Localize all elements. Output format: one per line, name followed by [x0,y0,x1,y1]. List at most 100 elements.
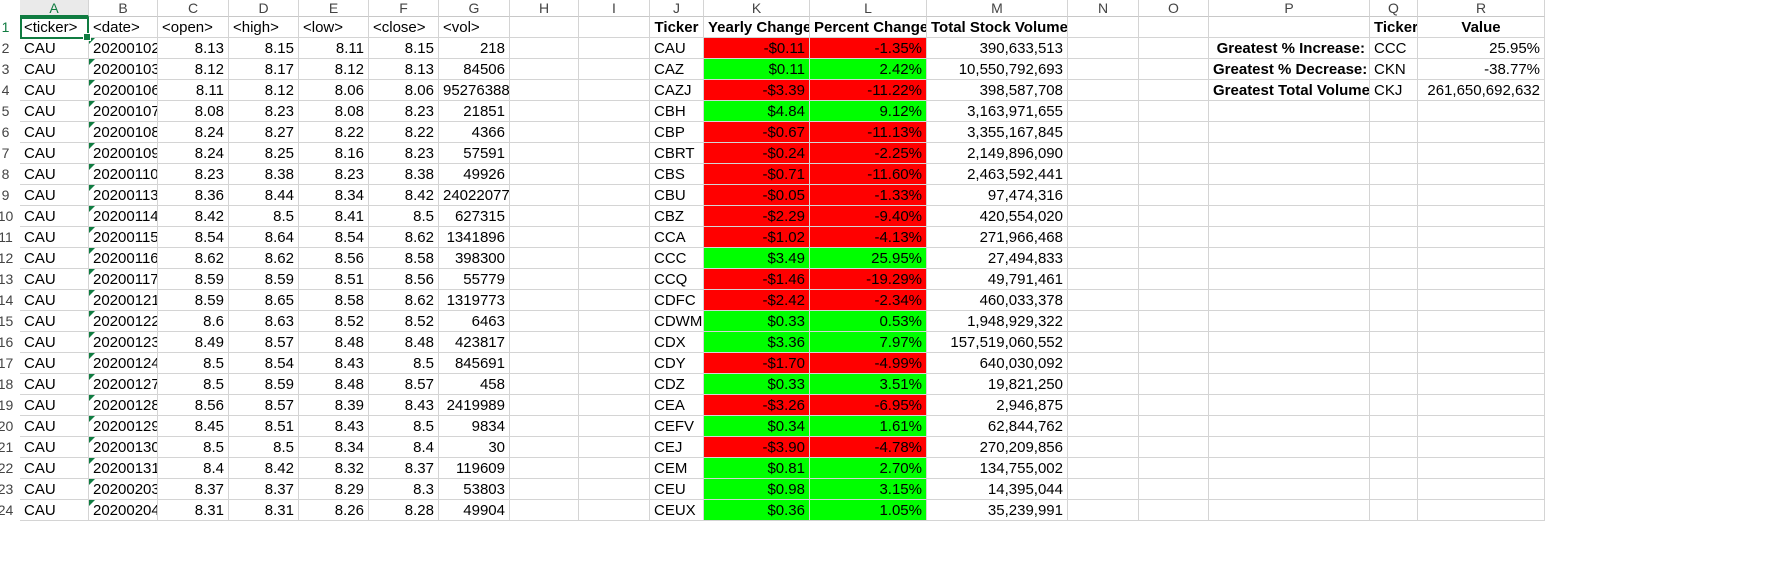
empty-cell[interactable] [579,185,650,206]
row-header-22[interactable]: 22 [0,460,14,476]
empty-cell[interactable] [1139,101,1209,122]
empty-cell[interactable] [1139,479,1209,500]
price-cell[interactable]: 8.29 [299,479,369,500]
summary-ticker-cell[interactable]: CAZ [650,59,704,80]
empty-cell[interactable] [1068,185,1139,206]
price-cell[interactable]: 8.3 [369,479,439,500]
price-cell[interactable]: 8.57 [229,332,299,353]
empty-cell[interactable] [510,206,579,227]
empty-cell[interactable] [1418,395,1545,416]
yearly-change-cell[interactable]: -$1.46 [704,269,810,290]
price-cell[interactable]: 8.51 [229,416,299,437]
price-cell[interactable]: 8.12 [158,59,229,80]
empty-cell[interactable] [1139,206,1209,227]
column-header-e[interactable]: E [299,0,369,17]
total-volume-cell[interactable]: 2,946,875 [927,395,1068,416]
empty-cell[interactable] [1068,80,1139,101]
price-cell[interactable]: 218 [439,38,510,59]
price-cell[interactable]: 8.59 [229,374,299,395]
percent-change-cell[interactable]: 9.12% [810,101,927,122]
row-header-6[interactable]: 6 [1,124,10,140]
empty-cell[interactable] [1139,80,1209,101]
percent-change-cell[interactable]: -1.33% [810,185,927,206]
yearly-change-cell[interactable]: -$3.26 [704,395,810,416]
empty-cell[interactable] [1139,395,1209,416]
price-cell[interactable]: 8.62 [158,248,229,269]
price-cell[interactable]: 8.48 [369,332,439,353]
yearly-change-cell[interactable]: -$0.67 [704,122,810,143]
total-volume-cell[interactable]: 3,355,167,845 [927,122,1068,143]
empty-cell[interactable] [510,269,579,290]
yearly-change-cell[interactable]: $0.36 [704,500,810,521]
ticker-cell[interactable]: CAU [20,395,89,416]
date-cell[interactable]: 20200108 [89,122,158,143]
price-cell[interactable]: 8.37 [158,479,229,500]
price-cell[interactable]: 8.52 [299,311,369,332]
total-volume-cell[interactable]: 62,844,762 [927,416,1068,437]
empty-cell[interactable] [510,59,579,80]
yearly-change-cell[interactable]: -$0.71 [704,164,810,185]
price-cell[interactable]: 8.37 [229,479,299,500]
price-cell[interactable]: 8.57 [369,374,439,395]
percent-change-cell[interactable]: 2.70% [810,458,927,479]
empty-cell[interactable] [1418,206,1545,227]
yearly-change-cell[interactable]: $0.98 [704,479,810,500]
price-cell[interactable]: 84506 [439,59,510,80]
empty-cell[interactable] [579,290,650,311]
empty-cell[interactable] [1209,479,1370,500]
price-cell[interactable]: 8.32 [299,458,369,479]
total-volume-cell[interactable]: 10,550,792,693 [927,59,1068,80]
empty-cell[interactable] [579,17,650,38]
price-cell[interactable]: 8.23 [369,101,439,122]
empty-cell[interactable] [1139,38,1209,59]
price-cell[interactable]: 8.59 [158,269,229,290]
summary-ticker-cell[interactable]: CDZ [650,374,704,395]
empty-cell[interactable] [510,353,579,374]
row-header-9[interactable]: 9 [1,187,10,203]
greatest-ticker-cell[interactable]: CKJ [1370,80,1418,101]
yearly-change-cell[interactable]: -$0.05 [704,185,810,206]
column-header-b[interactable]: B [89,0,158,17]
date-cell[interactable]: 20200113 [89,185,158,206]
empty-cell[interactable] [1139,500,1209,521]
column-header-n[interactable]: N [1068,0,1139,17]
empty-cell[interactable] [1418,164,1545,185]
ticker-cell[interactable]: CAU [20,185,89,206]
price-cell[interactable]: 8.54 [229,353,299,374]
price-cell[interactable]: 8.34 [299,185,369,206]
empty-cell[interactable] [579,437,650,458]
empty-cell[interactable] [1370,206,1418,227]
price-cell[interactable]: 8.31 [229,500,299,521]
price-cell[interactable]: 49926 [439,164,510,185]
price-cell[interactable]: 8.4 [158,458,229,479]
summary-ticker-cell[interactable]: CBU [650,185,704,206]
total-volume-cell[interactable]: 271,966,468 [927,227,1068,248]
price-cell[interactable]: 8.12 [299,59,369,80]
empty-cell[interactable] [1139,353,1209,374]
total-volume-cell[interactable]: 35,239,991 [927,500,1068,521]
total-volume-cell[interactable]: 97,474,316 [927,185,1068,206]
summary-header-cell[interactable]: Yearly Change [704,17,810,38]
empty-cell[interactable] [1418,374,1545,395]
price-cell[interactable]: 95276388 [439,80,510,101]
row-header-24[interactable]: 24 [0,502,14,518]
empty-cell[interactable] [1209,500,1370,521]
greatest-label-cell[interactable]: Greatest % Decrease: [1209,59,1370,80]
yearly-change-cell[interactable]: $3.49 [704,248,810,269]
price-cell[interactable]: 8.42 [229,458,299,479]
empty-cell[interactable] [1418,500,1545,521]
column-header-k[interactable]: K [704,0,810,17]
percent-change-cell[interactable]: -9.40% [810,206,927,227]
percent-change-cell[interactable]: -1.35% [810,38,927,59]
price-cell[interactable]: 57591 [439,143,510,164]
price-cell[interactable]: 8.26 [299,500,369,521]
empty-cell[interactable] [1139,269,1209,290]
greatest-ticker-header[interactable]: Ticker [1370,17,1418,38]
price-cell[interactable]: 8.5 [369,206,439,227]
empty-cell[interactable] [579,143,650,164]
price-cell[interactable]: 8.63 [229,311,299,332]
price-cell[interactable]: 8.65 [229,290,299,311]
empty-cell[interactable] [1418,311,1545,332]
price-cell[interactable]: 8.17 [229,59,299,80]
percent-change-cell[interactable]: -4.13% [810,227,927,248]
